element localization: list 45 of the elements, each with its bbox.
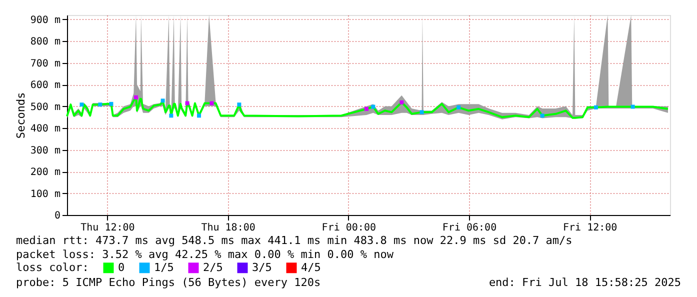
text: end: Fri Jul 18 15:58:25 2025	[488, 276, 681, 289]
point	[80, 102, 84, 107]
y-tick-label: 700 m	[30, 58, 60, 70]
point	[456, 105, 461, 110]
point	[371, 104, 376, 109]
point	[160, 98, 165, 103]
point	[196, 114, 201, 118]
point	[210, 101, 214, 106]
y-tick-label: 500 m	[30, 102, 60, 113]
y-tick-label: 100 m	[30, 188, 60, 200]
point	[400, 100, 404, 104]
point	[594, 105, 598, 110]
x-tick-label: Thu 18:00	[201, 222, 256, 234]
x-tick-label: Fri 12:00	[563, 222, 618, 234]
legend-label: 2/5	[203, 260, 223, 274]
legend-label: 1/5	[154, 260, 174, 274]
y-tick-label: 900 m	[30, 14, 60, 26]
text: probe: 5 ICMP Echo Pings (56 Bytes) every 120s	[16, 276, 321, 289]
point	[420, 110, 424, 114]
y-tick-label: 600 m	[30, 80, 60, 92]
point	[109, 102, 114, 106]
y-tick-label: 0	[54, 210, 60, 222]
point	[185, 101, 190, 106]
legend-label: 0	[118, 260, 125, 274]
point	[237, 102, 242, 107]
x-tick-label: Thu 12:00	[80, 222, 135, 234]
point	[540, 114, 544, 118]
x-tick-label: Fri 00:00	[322, 222, 376, 234]
point	[364, 106, 368, 111]
point	[134, 95, 138, 100]
legend-title: loss color:	[16, 261, 89, 274]
text: median rtt: 473.7 ms avg 548.5 ms max 441.1 ms min 483.8 ms now 22.9 ms sd 20.7 am/s	[16, 234, 572, 247]
point	[169, 114, 174, 118]
x-tick-label: Fri 06:00	[442, 222, 497, 234]
legend-label: 4/5	[301, 260, 321, 274]
legend-label: 3/5	[252, 260, 272, 274]
line-series	[66, 96, 669, 119]
y-tick-label: 800 m	[30, 36, 60, 48]
point	[98, 102, 102, 107]
y-axis-title: Seconds	[14, 92, 28, 139]
text: packet loss: 3.52 % avg 42.25 % max 0.00 % min 0.00 % now	[16, 248, 394, 261]
y-tick-label: 300 m	[30, 145, 60, 156]
y-tick-label: 400 m	[30, 124, 60, 135]
point	[630, 104, 635, 109]
y-tick-label: 200 m	[30, 167, 60, 178]
